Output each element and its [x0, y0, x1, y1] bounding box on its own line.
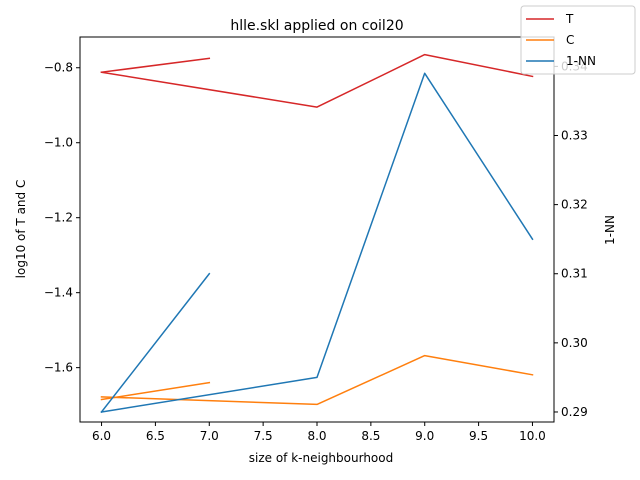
legend-label-1nn: 1-NN [566, 54, 596, 68]
y-tick-label-right: 0.29 [561, 405, 588, 419]
y-axis-right: 0.290.300.310.320.330.34 [554, 59, 588, 419]
x-axis-label: size of k-neighbourhood [249, 451, 393, 465]
y-axis-left: −1.6 −1.4 −1.2 −1.0 −0.8 [44, 61, 80, 375]
y-axis-label-right: 1-NN [603, 215, 617, 245]
x-tick-label: 9.0 [415, 429, 434, 443]
series-line-1nn-0 [100, 272, 211, 414]
x-axis: 6.0 6.5 7.0 7.5 8.0 8.5 9.0 9.5 10.0 [92, 422, 546, 443]
y-tick-label-right: 0.32 [561, 198, 588, 212]
y-tick-label-right: 0.31 [561, 267, 588, 281]
x-tick-label: 10.0 [519, 429, 546, 443]
legend: TC 1-NN [520, 5, 636, 75]
series-line-c-1 [100, 354, 534, 406]
legend-label-c: C [566, 33, 574, 47]
y-tick-label-left: −1.0 [44, 136, 73, 150]
y-tick-label-right: 0.30 [561, 336, 588, 350]
x-tick-label: 7.0 [200, 429, 219, 443]
legend-label-t: T [565, 12, 574, 26]
series-line-t-1 [100, 53, 534, 108]
y-tick-label-left: −1.2 [44, 211, 73, 225]
plot-frame [79, 36, 555, 423]
series-line-c-0 [100, 381, 211, 401]
legend-box [520, 5, 636, 75]
x-tick-label: 8.5 [361, 429, 380, 443]
series-line-t-0 [100, 57, 211, 74]
series-line-1nn-1 [100, 72, 534, 413]
y-tick-label-left: −1.6 [44, 361, 73, 375]
y-tick-label-left: −1.4 [44, 286, 73, 300]
x-tick-label: 8.0 [307, 429, 326, 443]
y-tick-label-left: −0.8 [44, 61, 73, 75]
chart-title: hlle.skl applied on coil20 [230, 18, 403, 34]
y-tick-label-right: 0.33 [561, 128, 588, 142]
x-tick-label: 9.5 [469, 429, 488, 443]
x-tick-label: 6.5 [146, 429, 165, 443]
x-tick-label: 7.5 [254, 429, 273, 443]
series-layer [100, 53, 534, 414]
y-axis-label-left: log10 of T and C [14, 180, 28, 279]
x-tick-label: 6.0 [92, 429, 111, 443]
